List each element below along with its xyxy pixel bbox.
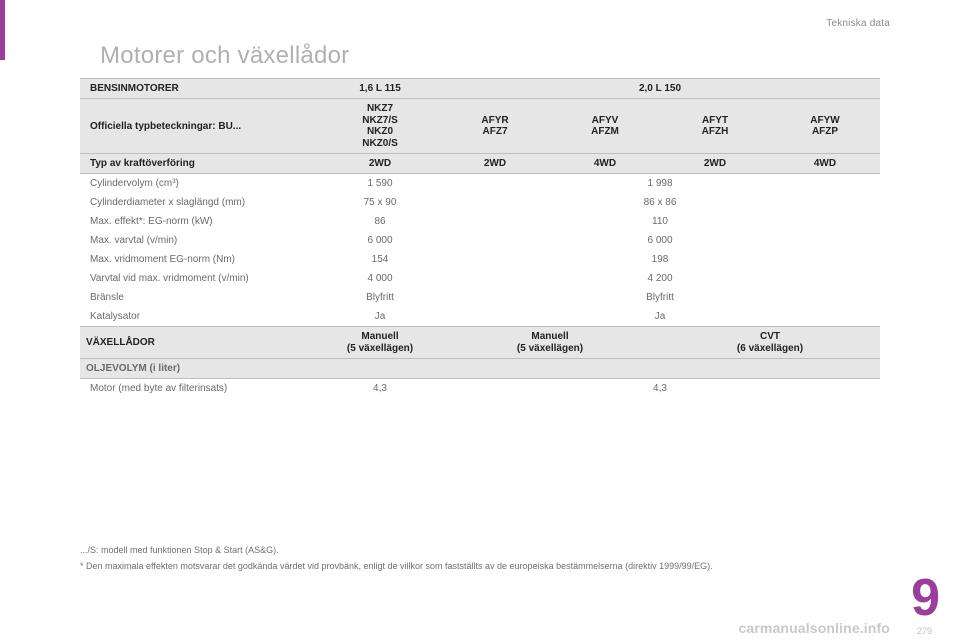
data-row: KatalysatorJaJa (80, 307, 880, 327)
row-gearboxes: VÄXELLÅDOR Manuell(5 växellägen) Manuell… (80, 327, 880, 359)
data-row-v1: Ja (320, 307, 440, 327)
td-c1: NKZ7NKZ7/SNKZ0NKZ0/S (320, 99, 440, 154)
data-row-v2: 1 998 (440, 174, 880, 194)
data-rows: Cylindervolym (cm³)1 5901 998Cylinderdia… (80, 174, 880, 327)
footnote-2: * Den maximala effekten motsvarar det go… (80, 560, 880, 572)
data-row: Max. effekt*: EG-norm (kW)86110 (80, 212, 880, 231)
data-row-label: Max. varvtal (v/min) (80, 231, 320, 250)
data-row-v2: 110 (440, 212, 880, 231)
side-accent (0, 0, 5, 60)
td-c5: AFYWAFZP (770, 99, 880, 154)
data-row-v2: 86 x 86 (440, 193, 880, 212)
section-label: Tekniska data (826, 18, 890, 29)
dt-c1: 2WD (320, 154, 440, 174)
footnote-1: .../S: modell med funktionen Stop & Star… (80, 544, 880, 556)
data-row-v2: Ja (440, 307, 880, 327)
gear-2: Manuell(5 växellägen) (440, 327, 660, 359)
data-row-v2: Blyfritt (440, 288, 880, 307)
row-type-designations: Officiella typbeteckningar: BU... NKZ7NK… (80, 99, 880, 154)
data-row-v1: 6 000 (320, 231, 440, 250)
data-row-v2: 198 (440, 250, 880, 269)
dt-c2: 2WD (440, 154, 550, 174)
data-row-v1: Blyfritt (320, 288, 440, 307)
data-row-label: Katalysator (80, 307, 320, 327)
data-row-label: Bränsle (80, 288, 320, 307)
data-row-v1: 154 (320, 250, 440, 269)
spec-table-wrap: BENSINMOTORER 1,6 L 115 2,0 L 150 Offici… (80, 78, 880, 398)
oil-v2: 4,3 (440, 379, 880, 399)
data-row: Cylindervolym (cm³)1 5901 998 (80, 174, 880, 194)
data-row: Max. vridmoment EG-norm (Nm)154198 (80, 250, 880, 269)
data-row-v1: 4 000 (320, 269, 440, 288)
label-engines: BENSINMOTORER (80, 79, 320, 99)
data-row-v2: 6 000 (440, 231, 880, 250)
label-type-designations: Officiella typbeteckningar: BU... (80, 99, 320, 154)
label-drivetrain: Typ av kraftöverföring (80, 154, 320, 174)
dt-c3: 4WD (550, 154, 660, 174)
label-oil: Motor (med byte av filterinsats) (80, 379, 320, 399)
data-row-v2: 4 200 (440, 269, 880, 288)
dt-c4: 2WD (660, 154, 770, 174)
row-engines: BENSINMOTORER 1,6 L 115 2,0 L 150 (80, 79, 880, 99)
row-drivetrain: Typ av kraftöverföring 2WD 2WD 4WD 2WD 4… (80, 154, 880, 174)
data-row: Varvtal vid max. vridmoment (v/min)4 000… (80, 269, 880, 288)
label-oil-header: OLJEVOLYM (i liter) (80, 359, 880, 379)
row-oil-header: OLJEVOLYM (i liter) (80, 359, 880, 379)
page-number: 279 (917, 626, 932, 636)
spec-table: BENSINMOTORER 1,6 L 115 2,0 L 150 Offici… (80, 78, 880, 398)
td-c3: AFYVAFZM (550, 99, 660, 154)
footnotes: .../S: modell med funktionen Stop & Star… (80, 540, 880, 576)
oil-v1: 4,3 (320, 379, 440, 399)
data-row-label: Max. vridmoment EG-norm (Nm) (80, 250, 320, 269)
gear-1: Manuell(5 växellägen) (320, 327, 440, 359)
td-c2: AFYRAFZ7 (440, 99, 550, 154)
data-row-v1: 86 (320, 212, 440, 231)
dt-c5: 4WD (770, 154, 880, 174)
row-oil: Motor (med byte av filterinsats) 4,3 4,3 (80, 379, 880, 399)
data-row: BränsleBlyfrittBlyfritt (80, 288, 880, 307)
data-row-v1: 1 590 (320, 174, 440, 194)
page: Tekniska data Motorer och växellådor BEN… (0, 0, 960, 640)
data-row-label: Varvtal vid max. vridmoment (v/min) (80, 269, 320, 288)
gear-3: CVT(6 växellägen) (660, 327, 880, 359)
page-title: Motorer och växellådor (100, 42, 349, 70)
data-row: Max. varvtal (v/min)6 0006 000 (80, 231, 880, 250)
data-row: Cylinderdiameter x slaglängd (mm)75 x 90… (80, 193, 880, 212)
data-row-v1: 75 x 90 (320, 193, 440, 212)
engine-2: 2,0 L 150 (440, 79, 880, 99)
data-row-label: Cylinderdiameter x slaglängd (mm) (80, 193, 320, 212)
data-row-label: Cylindervolym (cm³) (80, 174, 320, 194)
engine-1: 1,6 L 115 (320, 79, 440, 99)
td-c4: AFYTAFZH (660, 99, 770, 154)
watermark: carmanualsonline.info (738, 620, 890, 636)
label-gearboxes: VÄXELLÅDOR (80, 327, 320, 359)
data-row-label: Max. effekt*: EG-norm (kW) (80, 212, 320, 231)
chapter-number: 9 (911, 572, 940, 624)
